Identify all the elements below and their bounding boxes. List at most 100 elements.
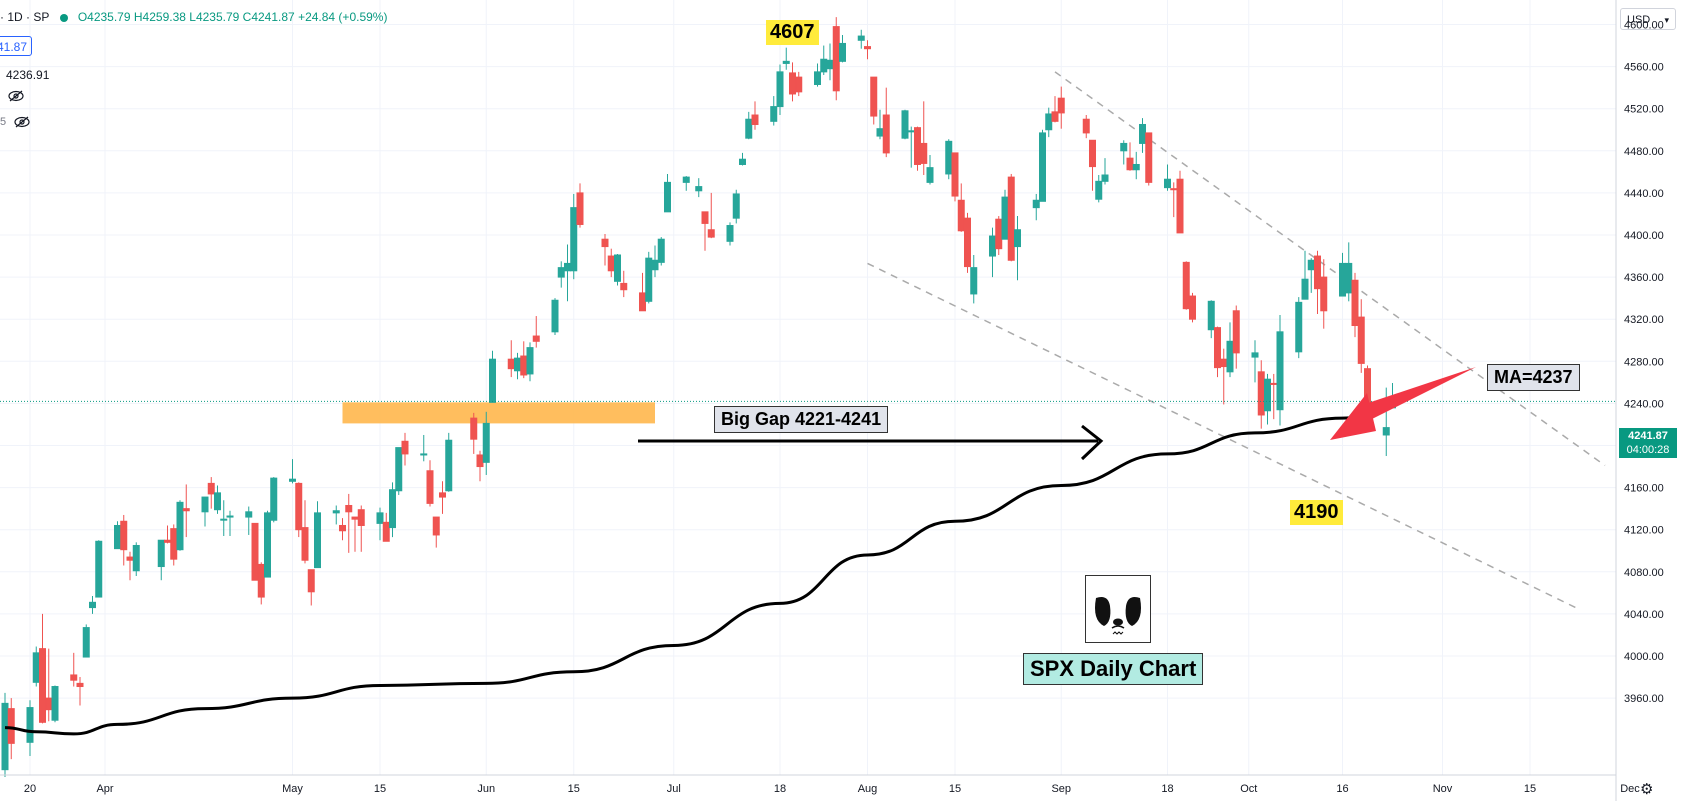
candle	[1320, 259, 1328, 329]
candle	[1189, 292, 1196, 323]
low-value: L4235.79	[189, 10, 240, 24]
last-price-value: 4241.87	[1628, 430, 1668, 442]
candle	[376, 507, 384, 541]
candle-body	[782, 60, 790, 64]
candle-body	[245, 511, 253, 518]
candle	[351, 516, 359, 552]
price-box[interactable]: 41.87	[0, 36, 32, 56]
candle	[120, 514, 128, 566]
candle	[182, 484, 190, 538]
candle-body	[32, 652, 40, 683]
candle	[951, 152, 959, 202]
candle-body	[745, 118, 753, 139]
candle-body	[264, 512, 271, 578]
price-tick-label: 4520.00	[1624, 104, 1664, 116]
candle-body	[770, 106, 778, 122]
gap-label[interactable]: Big Gap 4221-4241	[714, 406, 889, 433]
candle-body	[970, 267, 978, 295]
candle	[1082, 115, 1090, 139]
candle-body	[45, 697, 53, 711]
candle	[445, 432, 453, 492]
candle-body	[295, 482, 303, 531]
candle	[732, 189, 740, 224]
time-tick-label: 20	[24, 783, 36, 795]
candle-body	[1295, 301, 1303, 353]
candle	[1345, 242, 1353, 302]
candle-body	[332, 510, 340, 514]
candle	[726, 222, 734, 246]
candle-body	[76, 682, 84, 688]
chart-label[interactable]: SPX Daily Chart	[1023, 653, 1204, 685]
price-tick-label: 4360.00	[1624, 272, 1664, 284]
candle-body	[739, 158, 746, 165]
panda-logo	[1085, 575, 1151, 643]
price-tick-label: 4280.00	[1624, 356, 1664, 368]
ma-label[interactable]: MA=4237	[1487, 364, 1580, 391]
candle	[176, 500, 184, 551]
candle	[920, 101, 928, 176]
candle	[1270, 373, 1278, 420]
candle	[257, 562, 265, 605]
bar-countdown: 04:00:28	[1626, 444, 1670, 456]
candle-body	[964, 217, 971, 268]
candle-body	[870, 76, 878, 117]
candle	[114, 521, 121, 550]
candle	[1126, 142, 1134, 171]
candle-body	[70, 674, 78, 681]
eye-hidden-icon[interactable]	[8, 90, 24, 105]
settings-gear-icon[interactable]: ⚙	[1640, 781, 1654, 798]
candle-body	[1132, 163, 1140, 171]
candle	[1182, 261, 1190, 310]
candle-body	[476, 454, 484, 468]
candle	[470, 412, 478, 454]
time-tick-label: 15	[374, 783, 386, 795]
candle	[89, 596, 96, 614]
time-tick-label: 18	[774, 783, 786, 795]
currency-selector[interactable]: USD ▾	[1620, 8, 1676, 30]
candle	[357, 505, 365, 552]
candle	[707, 192, 715, 239]
candle-body	[1082, 118, 1090, 134]
candle	[432, 516, 440, 548]
candle	[957, 183, 965, 232]
candle-body	[345, 504, 353, 513]
candle	[695, 178, 703, 198]
candle	[620, 270, 628, 298]
candle-body	[120, 520, 128, 551]
candle	[1232, 305, 1240, 369]
candle	[1132, 151, 1140, 180]
symbol-info[interactable]: · 1D · SP	[0, 10, 50, 24]
price-tick-label: 3960.00	[1624, 693, 1664, 705]
candle-body	[1139, 123, 1146, 144]
candle	[482, 411, 490, 475]
candle-body	[1164, 178, 1171, 189]
candle	[1226, 322, 1234, 378]
candle-body	[1176, 178, 1184, 234]
candle	[32, 646, 40, 687]
eye-hidden-icon[interactable]	[14, 116, 30, 131]
candle	[82, 624, 90, 658]
candle-body	[701, 211, 709, 224]
candle	[207, 477, 215, 509]
candle-body	[926, 167, 934, 183]
low-label[interactable]: 4190	[1290, 500, 1343, 525]
time-tick-label: 18	[1161, 783, 1173, 795]
candle-body	[751, 114, 759, 125]
candle-body	[82, 627, 90, 658]
time-tick-label: Nov	[1433, 783, 1453, 795]
candle	[1207, 300, 1215, 339]
peak-label[interactable]: 4607	[766, 20, 819, 45]
candle	[870, 76, 878, 125]
candle	[301, 500, 309, 564]
candle-body	[1257, 371, 1265, 416]
candle-body	[26, 707, 34, 743]
candle-body	[1232, 310, 1240, 354]
ohlc-header: · 1D · SP O4235.79 H4259.38 L4235.79 C42…	[0, 10, 387, 24]
candle	[126, 551, 134, 581]
candle-body	[907, 130, 915, 133]
candle-body	[664, 181, 671, 213]
candle-body	[314, 512, 321, 569]
candle-body	[1057, 97, 1065, 114]
candle-body	[95, 540, 103, 598]
